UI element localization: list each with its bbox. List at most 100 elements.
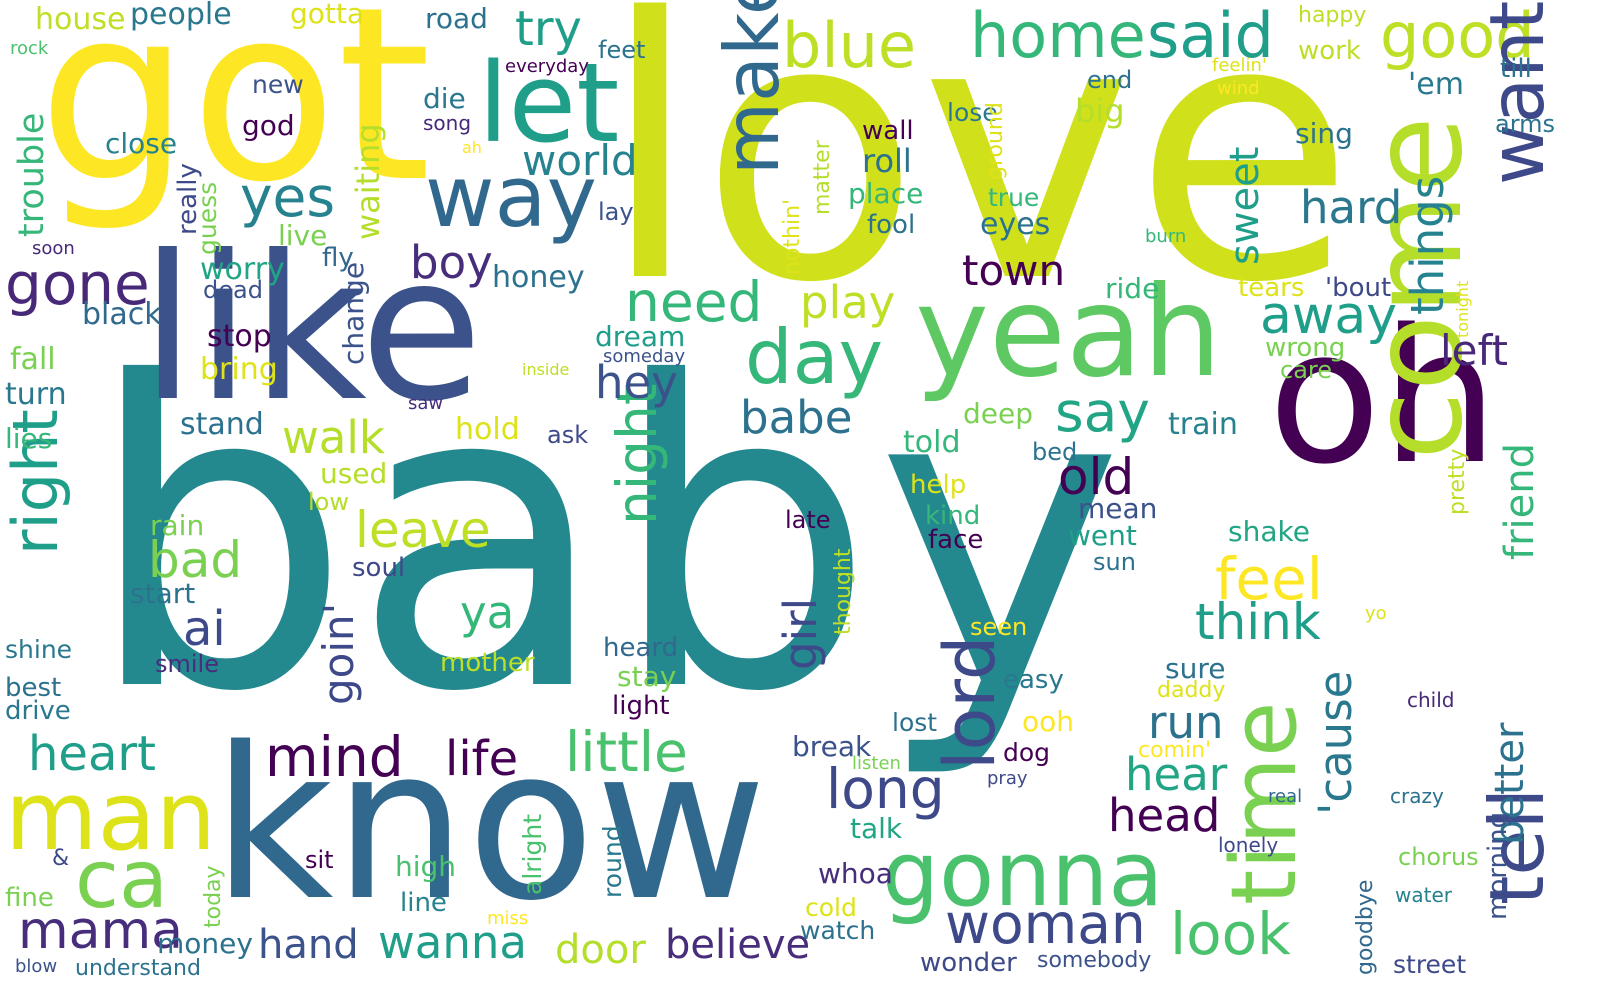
word-mean: mean bbox=[1078, 492, 1158, 525]
word-away: away bbox=[1260, 286, 1398, 346]
word-water: water bbox=[1395, 883, 1452, 907]
word-worry: worry bbox=[200, 252, 285, 287]
word-let: let bbox=[478, 39, 620, 167]
word-gotta: gotta bbox=[290, 0, 365, 30]
word-know: know bbox=[212, 702, 767, 947]
word-real: real bbox=[1268, 786, 1303, 807]
word-understand: understand bbox=[75, 956, 201, 981]
word-hand: hand bbox=[258, 922, 359, 968]
word-: & bbox=[52, 846, 70, 871]
word-people: people bbox=[130, 0, 232, 32]
word-walk: walk bbox=[282, 411, 385, 464]
word-leave: leave bbox=[355, 501, 491, 559]
word-big: big bbox=[1075, 92, 1125, 130]
word-whoa: whoa bbox=[818, 857, 893, 890]
word-end: end bbox=[1087, 66, 1133, 94]
word-work: work bbox=[1298, 36, 1361, 66]
word-true: true bbox=[988, 183, 1040, 212]
word-chorus: chorus bbox=[1398, 843, 1479, 871]
word-sure: sure bbox=[1165, 652, 1226, 685]
word-crazy: crazy bbox=[1390, 784, 1444, 808]
word-house: house bbox=[35, 2, 126, 37]
word-love: love bbox=[600, 0, 1355, 361]
word-long: long bbox=[826, 757, 945, 821]
word-say: say bbox=[1055, 380, 1150, 444]
word-low: low bbox=[308, 488, 349, 516]
word-friend: friend bbox=[1497, 443, 1543, 560]
word-fool: fool bbox=[867, 210, 916, 240]
word-blow: blow bbox=[15, 956, 58, 977]
word-inside: inside bbox=[522, 360, 570, 379]
word-happy: happy bbox=[1298, 3, 1367, 28]
word-care: care bbox=[1280, 356, 1333, 384]
word-everyday: everyday bbox=[505, 56, 589, 77]
word-child: child bbox=[1407, 688, 1455, 712]
word-stay: stay bbox=[617, 660, 677, 693]
word-left: left bbox=[1440, 326, 1509, 375]
word-shine: shine bbox=[5, 635, 73, 664]
word-ca: ca bbox=[75, 833, 169, 926]
word-mind: mind bbox=[265, 725, 404, 789]
word-black: black bbox=[82, 297, 162, 332]
word-round: round bbox=[598, 825, 627, 898]
word-lord: lord bbox=[929, 635, 1011, 770]
word-thought: thought bbox=[831, 548, 856, 635]
word-need: need bbox=[625, 270, 763, 334]
word-fall: fall bbox=[10, 342, 56, 377]
word-dream: dream bbox=[595, 320, 686, 353]
word-ground: ground bbox=[983, 102, 1008, 180]
word-change: change bbox=[337, 261, 370, 365]
word-god: god bbox=[242, 109, 295, 142]
word-arms: arms bbox=[1495, 110, 1556, 138]
word-guess: guess bbox=[193, 181, 222, 255]
word-little: little bbox=[565, 720, 688, 784]
word-good: good bbox=[1380, 0, 1535, 72]
word-trouble: trouble bbox=[12, 112, 52, 237]
word-baby: baby bbox=[85, 295, 1125, 784]
word-train: train bbox=[1168, 407, 1238, 442]
word-got: got bbox=[38, 0, 432, 235]
word-home: home bbox=[970, 0, 1146, 72]
word-ai: ai bbox=[183, 601, 226, 657]
word-feelin: feelin' bbox=[1212, 55, 1267, 76]
word-soon: soon bbox=[32, 238, 75, 259]
word-rock: rock bbox=[10, 38, 49, 59]
word-eyes: eyes bbox=[980, 207, 1051, 242]
word-bad: bad bbox=[148, 531, 243, 589]
word-alright: alright bbox=[518, 813, 547, 895]
word-ride: ride bbox=[1105, 272, 1160, 305]
word-ooh: ooh bbox=[1022, 705, 1075, 738]
word-face: face bbox=[928, 525, 984, 555]
word-feet: feet bbox=[598, 36, 646, 64]
word-pretty: pretty bbox=[1445, 448, 1470, 515]
word-ah: ah bbox=[462, 138, 482, 157]
word-easy: easy bbox=[1003, 665, 1064, 695]
word-stand: stand bbox=[180, 407, 264, 442]
word-die: die bbox=[423, 82, 466, 115]
word-burn: burn bbox=[1145, 226, 1187, 247]
word-till: till bbox=[1500, 54, 1532, 84]
word-live: live bbox=[278, 219, 328, 252]
word-today: today bbox=[201, 865, 226, 928]
word-road: road bbox=[425, 2, 488, 35]
word-ask: ask bbox=[547, 421, 589, 449]
word-oh: oh bbox=[1268, 289, 1499, 505]
word-said: said bbox=[1147, 0, 1274, 72]
word-man: man bbox=[5, 762, 216, 872]
word-ya: ya bbox=[460, 586, 515, 639]
word-line: line bbox=[400, 888, 447, 918]
word-gone: gone bbox=[5, 250, 150, 318]
word-smile: smile bbox=[155, 650, 219, 678]
word-place: place bbox=[848, 177, 924, 210]
word-rain: rain bbox=[150, 509, 205, 542]
word-feel: feel bbox=[1215, 545, 1323, 613]
word-seen: seen bbox=[970, 613, 1028, 641]
word-told: told bbox=[903, 425, 961, 460]
word-matter: matter bbox=[810, 140, 835, 215]
word-daddy: daddy bbox=[1157, 678, 1226, 703]
word-turn: turn bbox=[5, 377, 67, 412]
word-soul: soul bbox=[352, 553, 406, 583]
word-hold: hold bbox=[455, 412, 520, 447]
word-goin: goin' bbox=[314, 602, 363, 705]
word-like: like bbox=[140, 213, 483, 446]
